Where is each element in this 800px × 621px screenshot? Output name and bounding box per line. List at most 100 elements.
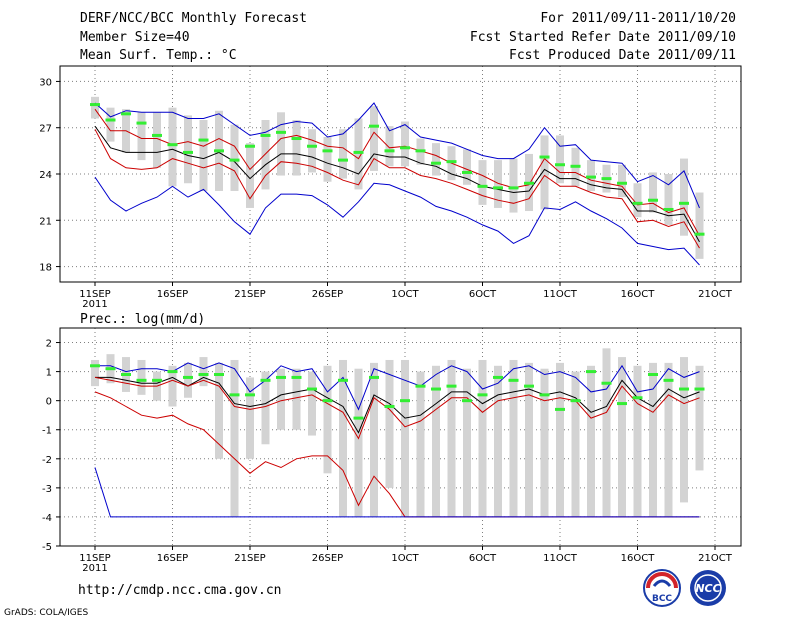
median-marker — [648, 198, 658, 202]
median-marker — [245, 144, 255, 148]
median-marker — [524, 181, 534, 185]
median-marker — [679, 387, 689, 391]
median-marker — [353, 150, 364, 154]
x-tick-label: 21OCT — [698, 553, 733, 564]
x-tick-label: 21OCT — [698, 289, 733, 300]
median-marker — [493, 186, 503, 190]
forecast-period: For 2011/09/11-2011/10/20 — [540, 11, 736, 26]
median-marker — [121, 373, 131, 377]
median-marker — [617, 181, 627, 185]
x-tick-label: 26SEP — [312, 289, 343, 300]
median-marker — [586, 370, 596, 374]
median-marker — [291, 137, 302, 141]
spread-box — [370, 106, 378, 171]
spread-box — [184, 115, 192, 184]
median-marker — [214, 373, 224, 377]
median-marker — [167, 370, 178, 374]
median-marker — [555, 163, 565, 167]
median-marker — [136, 121, 147, 125]
median-marker — [152, 133, 162, 137]
x-tick-label: 26SEP — [312, 553, 343, 564]
median-marker — [477, 184, 488, 188]
spread-box — [649, 172, 657, 213]
series-outer_low — [94, 176, 700, 266]
median-marker — [276, 130, 286, 134]
x-tick-label: 1OCT — [391, 553, 419, 564]
source-url[interactable]: http://cmdp.ncc.cma.gov.cn — [78, 583, 282, 598]
spread-box — [370, 362, 378, 517]
spread-box — [695, 192, 704, 259]
spread-box — [339, 129, 347, 179]
ncc-logo-text: NCC — [695, 582, 720, 595]
median-marker — [384, 404, 395, 408]
y-tick-label: -4 — [42, 513, 52, 524]
median-marker — [214, 149, 224, 153]
median-marker — [400, 399, 410, 403]
y-tick-label: -3 — [42, 484, 52, 495]
x-tick-label: 11OCT — [543, 289, 578, 300]
series-outer_high — [94, 102, 700, 209]
y-tick-label: 2 — [46, 339, 52, 350]
median-marker — [570, 164, 581, 168]
median-marker — [369, 124, 379, 128]
x-tick-year-label: 2011 — [82, 299, 107, 310]
spread-box — [339, 359, 347, 517]
median-marker — [276, 375, 286, 379]
ncc-logo: NCC — [690, 570, 726, 606]
spread-box — [168, 365, 177, 407]
bcc-logo-text: BCC — [652, 594, 672, 604]
median-marker — [121, 112, 131, 116]
spread-box — [246, 377, 254, 459]
spread-box — [385, 126, 394, 167]
spread-box — [292, 120, 301, 176]
x-tick-label: 1OCT — [391, 289, 419, 300]
spread-box — [323, 136, 332, 182]
spread-box — [401, 121, 409, 167]
median-marker — [632, 201, 643, 205]
x-tick-label: 21SEP — [234, 289, 265, 300]
median-marker — [183, 375, 193, 379]
median-marker — [555, 407, 565, 411]
median-marker — [415, 384, 426, 388]
spread-box — [168, 107, 177, 187]
precip-panel-title: Prec.: log(mm/d) — [80, 312, 205, 327]
spread-box — [618, 164, 626, 198]
spread-box — [494, 365, 502, 517]
plot-frame — [59, 327, 742, 547]
spread-box — [246, 143, 254, 208]
spread-box — [308, 129, 316, 173]
spread-box — [695, 365, 704, 471]
median-marker — [136, 378, 147, 382]
spread-box — [385, 359, 394, 488]
spread-box — [354, 118, 363, 190]
median-marker — [431, 387, 441, 391]
median-marker — [679, 201, 689, 205]
series-inner_low — [94, 129, 700, 249]
spread-box — [432, 143, 440, 176]
spread-box — [649, 362, 657, 517]
median-marker — [508, 186, 519, 190]
x-tick-label: 21SEP — [234, 553, 265, 564]
spread-box — [277, 368, 285, 430]
median-marker — [446, 160, 457, 164]
spread-box — [556, 362, 564, 517]
spread-box — [463, 149, 471, 185]
series-inner_high — [94, 376, 700, 440]
spread-box — [571, 371, 580, 517]
spread-box — [540, 368, 549, 517]
median-marker — [167, 143, 178, 147]
spread-box — [137, 359, 146, 395]
spread-box — [525, 362, 533, 517]
median-marker — [198, 138, 209, 142]
grads-credit: GrADS: COLA/IGES — [4, 608, 89, 618]
median-marker — [384, 149, 395, 153]
y-tick-label: 21 — [39, 216, 52, 227]
spread-box — [680, 357, 688, 503]
median-marker — [632, 396, 643, 400]
spread-box — [292, 368, 301, 430]
series-inner_high — [94, 108, 700, 236]
spread-box — [509, 359, 518, 517]
y-tick-label: 24 — [39, 170, 52, 181]
series-mean — [94, 125, 700, 243]
